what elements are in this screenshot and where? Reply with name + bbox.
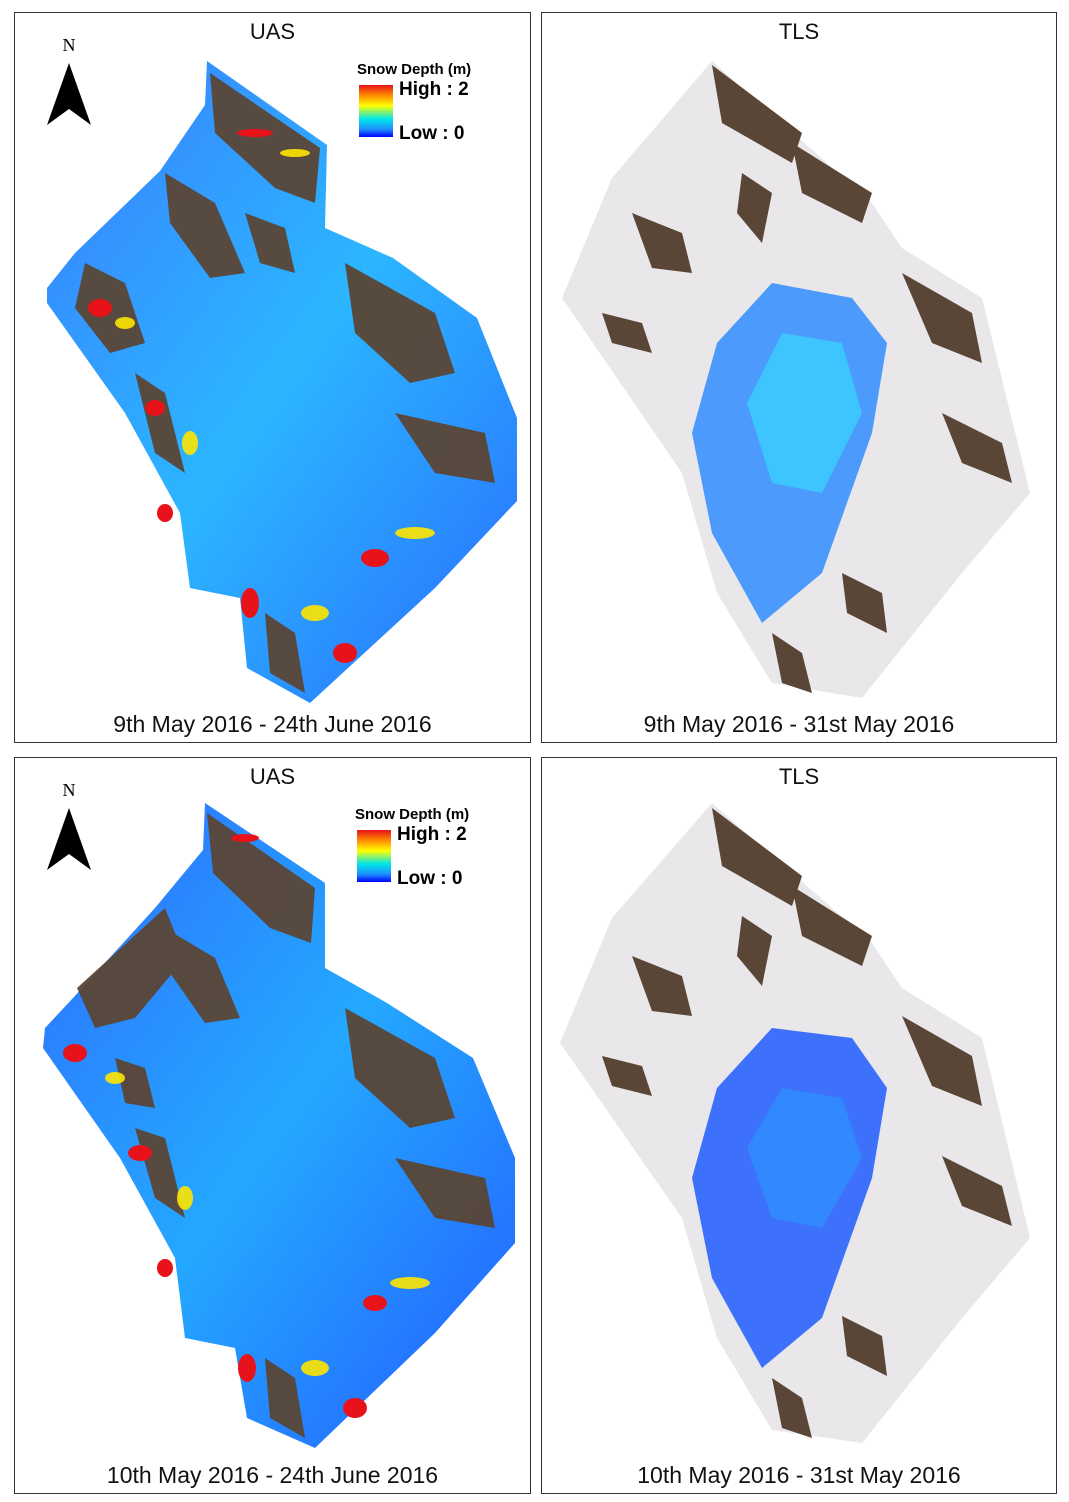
- panel-uas-bottom: UAS N Snow Depth (m) High : 2 Low : 0 10…: [14, 757, 531, 1494]
- legend-high-label: High : 2: [397, 824, 467, 845]
- north-arrow: N: [47, 35, 91, 135]
- mid-depth-patches: [105, 1072, 430, 1376]
- north-label: N: [62, 780, 76, 800]
- study-area: [47, 61, 517, 703]
- north-label: N: [62, 35, 76, 55]
- panel-title: TLS: [778, 19, 820, 44]
- snow-depth-legend: Snow Depth (m) High : 2 Low : 0: [357, 61, 530, 171]
- north-arrow: N: [47, 780, 91, 880]
- panel-title: UAS: [249, 764, 296, 789]
- snow-depth-map-uas-top: [47, 61, 517, 703]
- legend-color-ramp: [359, 85, 393, 137]
- panel-uas-top: UAS N Snow Depth (m) High : 2 Low : 0 9t…: [14, 12, 531, 743]
- legend-low-label: Low : 0: [399, 123, 465, 144]
- terrain-patches: [602, 65, 1012, 693]
- legend-title: Snow Depth (m): [355, 806, 470, 823]
- high-depth-patches: [88, 129, 389, 663]
- snow-depth-map-tls-bottom: [560, 803, 1030, 1443]
- snow-depth-legend: Snow Depth (m) High : 2 Low : 0: [355, 806, 530, 916]
- legend-high-label: High : 2: [399, 79, 469, 100]
- terrain-patches: [75, 73, 495, 693]
- panel-tls-bottom: TLS 10th May 2016 - 31st May 2016: [541, 757, 1057, 1494]
- snow-depth-map-uas-bottom: [43, 803, 515, 1448]
- snow-depth-overlay-mid: [747, 1088, 862, 1228]
- panel-title: TLS: [778, 764, 820, 789]
- panel-tls-top: TLS 9th May 2016 - 31st May 2016: [541, 12, 1057, 743]
- mid-depth-patches: [115, 149, 435, 621]
- legend-low-label: Low : 0: [397, 868, 463, 889]
- high-depth-patches: [63, 834, 387, 1418]
- panel-date-range: 10th May 2016 - 31st May 2016: [637, 1462, 961, 1488]
- legend-title: Snow Depth (m): [357, 61, 472, 78]
- snow-depth-overlay-mid: [747, 333, 862, 493]
- panel-date-range: 9th May 2016 - 24th June 2016: [113, 711, 432, 737]
- panel-title: UAS: [249, 19, 296, 44]
- panel-date-range: 9th May 2016 - 31st May 2016: [643, 711, 955, 737]
- panel-date-range: 10th May 2016 - 24th June 2016: [106, 1462, 439, 1488]
- terrain-patches: [77, 813, 495, 1438]
- terrain-patches: [602, 808, 1012, 1438]
- legend-color-ramp: [357, 830, 391, 882]
- north-arrow-icon: [47, 63, 91, 125]
- north-arrow-icon: [47, 808, 91, 870]
- snow-depth-map-tls-top: [562, 61, 1030, 698]
